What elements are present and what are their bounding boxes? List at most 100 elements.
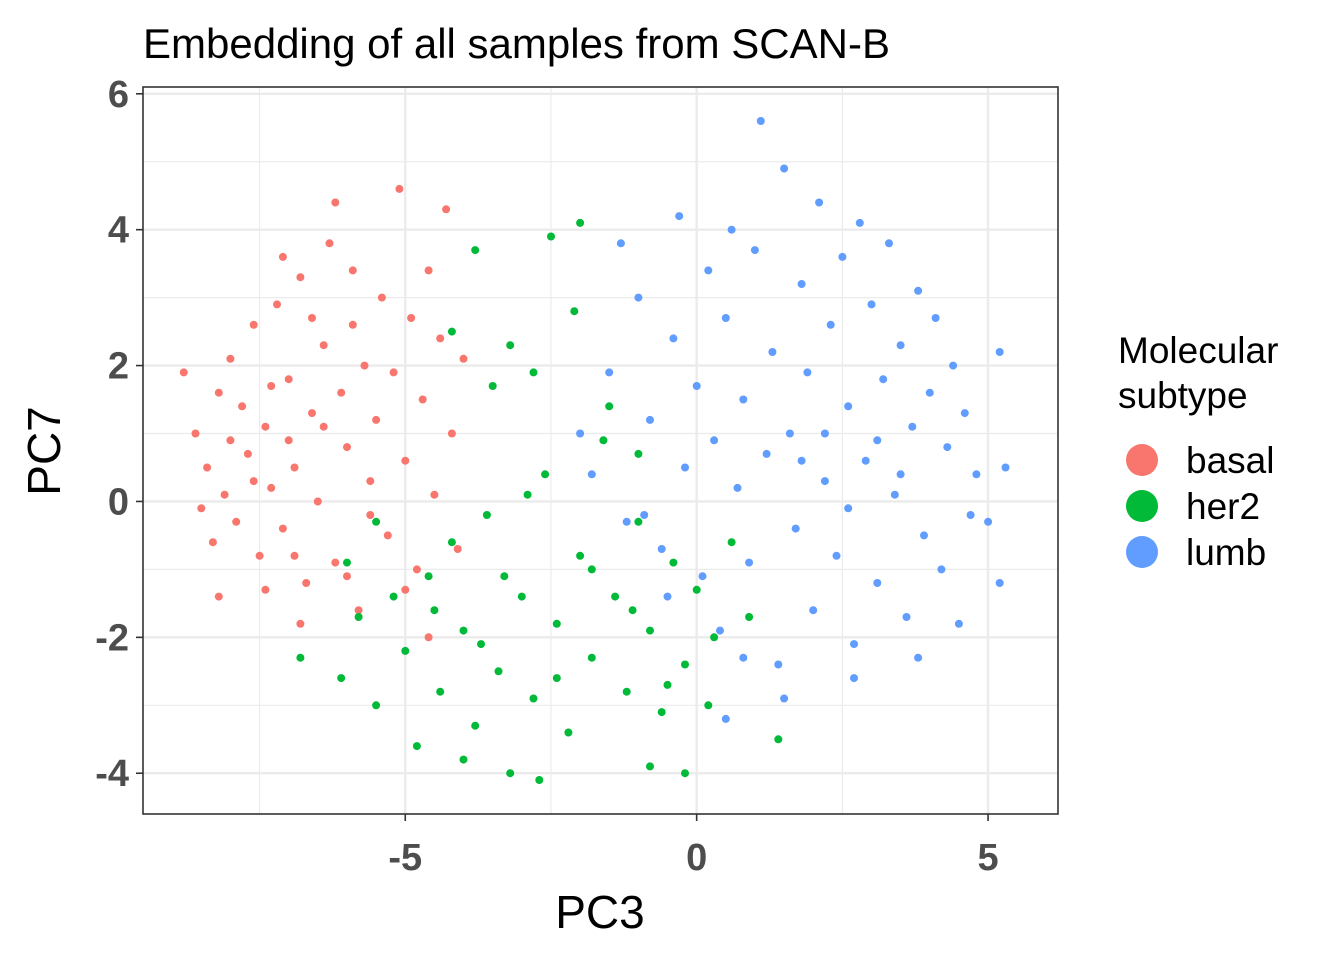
point-basal — [395, 184, 404, 193]
point-lumb — [902, 613, 911, 621]
point-her2 — [459, 755, 468, 764]
point-basal — [191, 429, 200, 438]
point-her2 — [506, 341, 515, 350]
point-basal — [418, 395, 427, 404]
point-lumb — [861, 456, 870, 465]
y-tick-label: 0 — [108, 481, 129, 523]
point-lumb — [657, 545, 666, 553]
point-basal — [208, 538, 217, 547]
point-basal — [278, 524, 287, 533]
point-basal — [267, 382, 276, 390]
point-basal — [372, 415, 381, 424]
point-lumb — [855, 218, 864, 227]
y-tick-label: -4 — [95, 753, 129, 795]
point-basal — [214, 592, 223, 601]
point-lumb — [920, 531, 928, 540]
y-tick-label: 2 — [108, 346, 129, 388]
point-basal — [377, 293, 386, 302]
point-lumb — [780, 694, 789, 703]
point-her2 — [389, 592, 398, 601]
x-axis-title: PC3 — [555, 886, 644, 938]
point-basal — [255, 551, 264, 560]
point-her2 — [372, 701, 381, 710]
legend-label-basal: basal — [1186, 440, 1274, 481]
point-basal — [261, 585, 270, 594]
point-basal — [366, 511, 375, 519]
point-lumb — [943, 443, 952, 452]
y-tick-label: 6 — [108, 74, 129, 116]
point-her2 — [628, 606, 637, 615]
point-her2 — [401, 646, 410, 655]
point-basal — [249, 477, 258, 486]
point-lumb — [727, 225, 736, 234]
point-basal — [238, 402, 247, 411]
point-her2 — [506, 769, 515, 778]
plot-panel — [143, 87, 1058, 814]
point-lumb — [838, 252, 847, 261]
point-basal — [401, 585, 410, 594]
point-lumb — [739, 653, 748, 662]
point-lumb — [780, 164, 789, 173]
point-lumb — [803, 368, 812, 377]
point-lumb — [820, 429, 829, 438]
legend-label-her2: her2 — [1186, 486, 1260, 527]
point-basal — [436, 334, 445, 343]
point-her2 — [704, 701, 713, 710]
point-lumb — [704, 266, 713, 275]
point-her2 — [657, 708, 666, 717]
point-basal — [354, 606, 363, 615]
point-her2 — [681, 769, 689, 778]
point-basal — [389, 368, 398, 377]
point-basal — [249, 320, 258, 329]
point-her2 — [552, 674, 561, 683]
point-basal — [296, 619, 305, 628]
point-basal — [453, 545, 462, 553]
point-her2 — [663, 680, 672, 689]
grid-minor — [143, 87, 1058, 814]
point-her2 — [692, 585, 701, 594]
point-lumb — [995, 579, 1004, 587]
point-lumb — [914, 286, 923, 295]
point-lumb — [815, 198, 824, 207]
point-basal — [343, 443, 351, 452]
point-basal — [407, 314, 416, 322]
point-her2 — [587, 565, 596, 574]
legend-label-lumb: lumb — [1186, 532, 1266, 573]
point-basal — [203, 463, 212, 472]
point-her2 — [517, 592, 526, 601]
point-lumb — [960, 409, 969, 418]
point-basal — [412, 565, 421, 574]
point-her2 — [494, 667, 503, 676]
point-lumb — [721, 314, 730, 322]
point-her2 — [605, 402, 614, 411]
point-basal — [459, 354, 468, 363]
point-lumb — [949, 361, 958, 370]
point-her2 — [710, 633, 719, 642]
point-basal — [302, 579, 311, 587]
point-her2 — [681, 660, 689, 669]
point-basal — [348, 266, 357, 275]
legend-key-her2 — [1126, 490, 1158, 522]
point-lumb — [768, 348, 777, 356]
point-basal — [308, 409, 316, 418]
y-axis-title: PC7 — [18, 406, 70, 495]
point-lumb — [885, 239, 893, 248]
point-her2 — [500, 572, 509, 581]
point-lumb — [785, 429, 794, 438]
point-lumb — [640, 511, 649, 519]
point-basal — [331, 198, 340, 207]
point-her2 — [354, 613, 363, 621]
point-lumb — [587, 470, 596, 479]
point-lumb — [797, 456, 806, 465]
point-her2 — [482, 511, 491, 519]
point-her2 — [412, 742, 421, 751]
point-her2 — [372, 517, 381, 526]
legend-items: basal her2 lumb — [1126, 440, 1274, 573]
point-her2 — [541, 470, 550, 479]
point-basal — [226, 354, 235, 363]
point-basal — [331, 558, 340, 567]
point-lumb — [675, 212, 684, 221]
point-her2 — [343, 558, 351, 567]
point-lumb — [1001, 463, 1010, 472]
